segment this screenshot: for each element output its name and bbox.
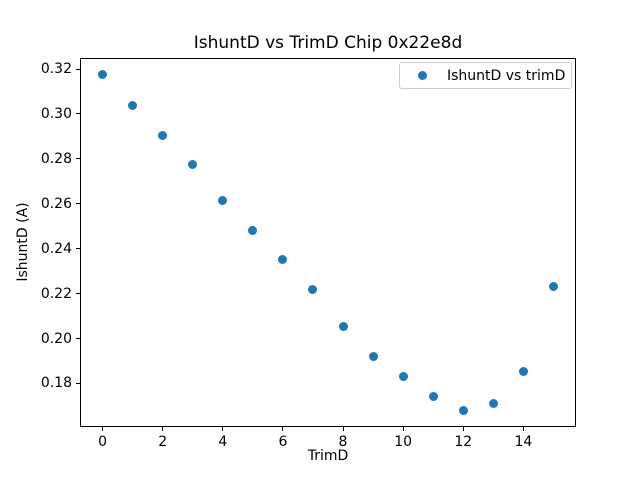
x-tick-mark xyxy=(162,427,164,431)
y-tick-mark xyxy=(76,113,80,115)
x-tick-mark xyxy=(522,427,524,431)
data-point xyxy=(248,226,258,236)
y-tick-mark xyxy=(76,382,80,384)
legend-marker-dot xyxy=(418,71,427,80)
x-tick-label: 2 xyxy=(158,434,168,450)
data-point xyxy=(278,254,288,264)
x-tick-mark xyxy=(342,427,344,431)
data-point xyxy=(128,101,138,111)
y-tick-label: 0.32 xyxy=(40,61,72,77)
data-point xyxy=(548,281,558,291)
y-tick-label: 0.24 xyxy=(40,240,72,257)
data-point xyxy=(158,130,168,140)
x-tick-label: 12 xyxy=(454,434,473,450)
data-point xyxy=(488,398,498,408)
y-axis-label: IshuntD (A) xyxy=(15,202,31,282)
y-tick-mark xyxy=(76,338,80,339)
x-tick-label: 10 xyxy=(394,434,413,450)
y-tick-mark xyxy=(76,203,80,205)
data-point xyxy=(338,321,348,331)
y-tick-label: 0.22 xyxy=(40,285,72,302)
y-tick-label: 0.28 xyxy=(40,150,72,167)
legend: IshuntD vs trimD xyxy=(399,62,572,89)
x-tick-label: 14 xyxy=(514,434,533,450)
data-point xyxy=(218,195,228,205)
data-point xyxy=(188,160,198,170)
legend-label: IshuntD vs trimD xyxy=(447,67,566,84)
y-tick-mark xyxy=(76,293,80,295)
x-tick-mark xyxy=(102,427,104,431)
y-tick-label: 0.18 xyxy=(40,375,72,392)
x-axis-label: TrimD xyxy=(307,448,349,464)
data-point xyxy=(308,284,318,294)
y-tick-mark xyxy=(76,68,80,70)
data-point xyxy=(518,367,528,377)
y-tick-label: 0.20 xyxy=(40,330,72,347)
data-point xyxy=(428,391,438,401)
y-tick-label: 0.26 xyxy=(40,195,72,212)
x-tick-mark xyxy=(462,427,464,431)
y-tick-label: 0.30 xyxy=(40,105,72,122)
y-tick-mark xyxy=(76,158,80,160)
x-tick-label: 8 xyxy=(338,434,348,450)
plot-title: IshuntD vs TrimD Chip 0x22e8d xyxy=(193,33,463,53)
x-tick-mark xyxy=(402,427,404,431)
axes-box xyxy=(80,58,576,427)
data-point xyxy=(368,351,378,361)
x-tick-label: 4 xyxy=(218,434,228,450)
x-tick-label: 0 xyxy=(98,434,107,450)
data-point xyxy=(98,70,108,80)
data-point xyxy=(458,405,468,415)
y-tick-mark xyxy=(76,248,80,250)
x-tick-mark xyxy=(222,427,224,431)
x-tick-label: 6 xyxy=(278,434,288,450)
x-tick-mark xyxy=(282,427,284,431)
data-point xyxy=(398,372,408,382)
